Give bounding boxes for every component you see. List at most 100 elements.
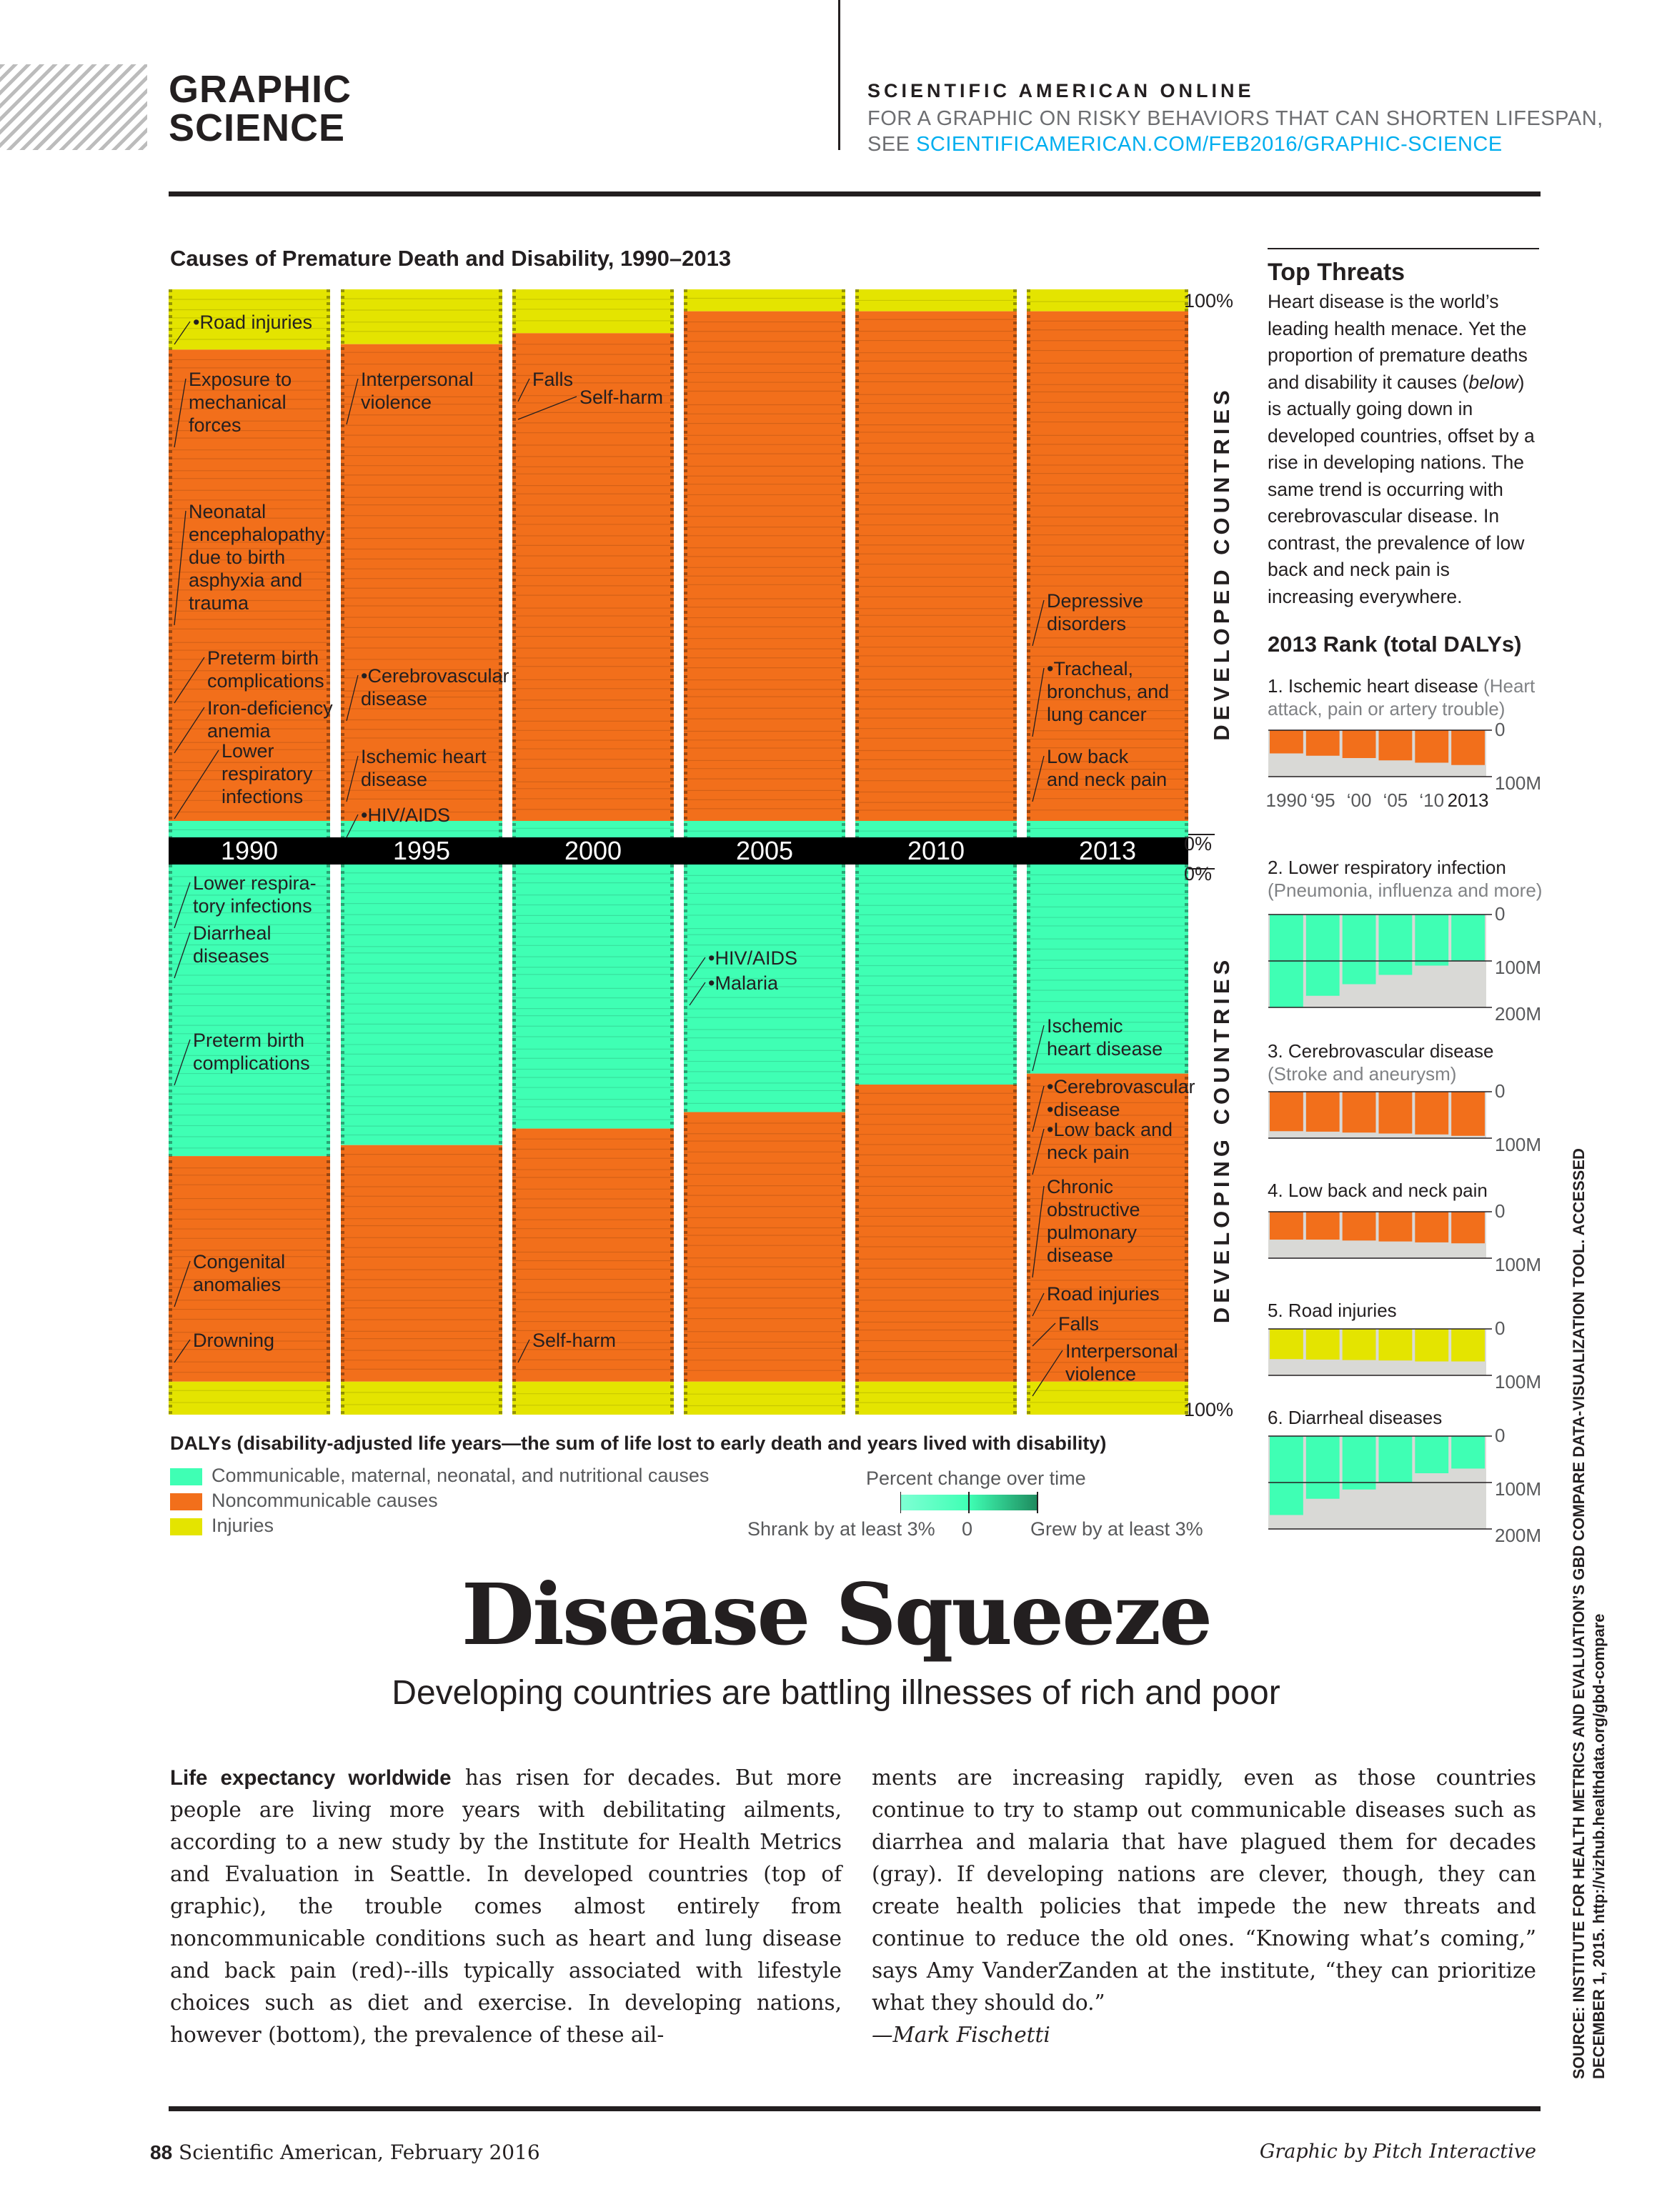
edge-tick [1013, 405, 1017, 408]
edge-tick [1027, 1109, 1030, 1112]
rank-title-3: 3. Cerebrovascular disease [1268, 1040, 1494, 1062]
edge-tick [169, 322, 172, 324]
edge-tick [842, 955, 845, 957]
edge-tick [499, 585, 502, 588]
edge-tick [1013, 482, 1017, 485]
edge-tick [512, 752, 516, 755]
edge-tick [684, 572, 687, 575]
edge-tick [842, 1128, 845, 1131]
edge-tick [1013, 1070, 1017, 1073]
edge-tick [327, 649, 330, 652]
edge-tick [670, 334, 674, 337]
edge-tick [1185, 1295, 1188, 1298]
edge-tick [327, 392, 330, 395]
edge-tick [512, 508, 516, 511]
edge-tick [670, 566, 674, 569]
edge-tick [1185, 624, 1188, 627]
edge-tick [684, 1385, 687, 1388]
edge-tick [842, 1231, 845, 1234]
edge-tick [855, 1398, 859, 1401]
edge-tick [684, 386, 687, 389]
edge-tick [341, 823, 344, 826]
edge-tick [1027, 322, 1030, 324]
edge-tick [670, 521, 674, 524]
edge-tick [1013, 611, 1017, 614]
edge-tick [855, 752, 859, 755]
edge-tick [327, 405, 330, 408]
edge-tick [1013, 967, 1017, 970]
edge-tick [512, 341, 516, 344]
edge-tick [169, 1263, 172, 1266]
edge-tick [670, 1372, 674, 1375]
edge-tick [1013, 791, 1017, 794]
edge-tick [341, 1289, 344, 1292]
edge-tick [1185, 1109, 1188, 1112]
edge-tick [169, 1231, 172, 1234]
online-url-link[interactable]: SCIENTIFICAMERICAN.COM/FEB2016/GRAPHIC-S… [916, 133, 1503, 156]
edge-tick [169, 1347, 172, 1350]
edge-tick [855, 1347, 859, 1350]
edge-tick [512, 412, 516, 414]
edge-tick [169, 1090, 172, 1092]
edge-tick [684, 884, 687, 887]
edge-tick [512, 1154, 516, 1157]
edge-tick [499, 877, 502, 880]
edge-tick [169, 765, 172, 768]
edge-tick [512, 1192, 516, 1195]
edge-tick [327, 739, 330, 742]
edge-tick [855, 1250, 859, 1253]
edge-tick [512, 444, 516, 447]
annotation-leader [1032, 1025, 1045, 1072]
edge-tick [670, 765, 674, 768]
edge-tick [1013, 1385, 1017, 1388]
mini-bar-1-1 [1305, 730, 1340, 756]
edge-tick [855, 418, 859, 421]
edge-tick [1185, 508, 1188, 511]
top-threats-body: Heart disease is the world’s leading hea… [1268, 289, 1539, 610]
edge-tick [327, 1025, 330, 1028]
edge-tick [842, 1006, 845, 1009]
edge-tick [855, 1051, 859, 1054]
edge-tick [512, 489, 516, 492]
edge-tick [670, 1141, 674, 1144]
edge-tick [169, 1019, 172, 1022]
edge-tick [499, 1295, 502, 1298]
edge-tick [1013, 804, 1017, 807]
edge-tick [684, 714, 687, 717]
edge-tick [512, 830, 516, 832]
edge-tick [327, 1302, 330, 1305]
year-label-2013: 2013 [1079, 836, 1136, 865]
edge-tick [512, 392, 516, 395]
edge-tick [1013, 1205, 1017, 1208]
edge-tick [1185, 1006, 1188, 1009]
edge-tick [855, 1032, 859, 1035]
annotation-leader [517, 378, 530, 402]
mini-bar-6-1 [1305, 1436, 1340, 1499]
edge-tick [684, 890, 687, 893]
edge-tick [1027, 1205, 1030, 1208]
edge-tick [1027, 733, 1030, 736]
edge-tick [512, 495, 516, 498]
edge-tick [1013, 865, 1017, 867]
edge-tick [855, 341, 859, 344]
edge-tick [169, 482, 172, 485]
edge-tick [512, 727, 516, 729]
edge-tick [855, 871, 859, 874]
edge-tick [169, 296, 172, 299]
edge-tick [1013, 1225, 1017, 1227]
mini-tick-3-1: 100M [1495, 1134, 1541, 1155]
edge-tick [842, 1315, 845, 1317]
edge-tick [684, 865, 687, 867]
bar-dev-2005-1 [684, 311, 845, 821]
edge-tick [1185, 1372, 1188, 1375]
edge-tick [855, 347, 859, 350]
edge-tick [684, 1102, 687, 1105]
edge-tick [842, 1308, 845, 1311]
edge-tick [341, 566, 344, 569]
edge-tick [855, 935, 859, 938]
edge-tick [327, 379, 330, 382]
edge-tick [341, 1128, 344, 1131]
edge-tick [169, 1212, 172, 1215]
edge-tick [1185, 727, 1188, 729]
edge-tick [842, 1109, 845, 1112]
